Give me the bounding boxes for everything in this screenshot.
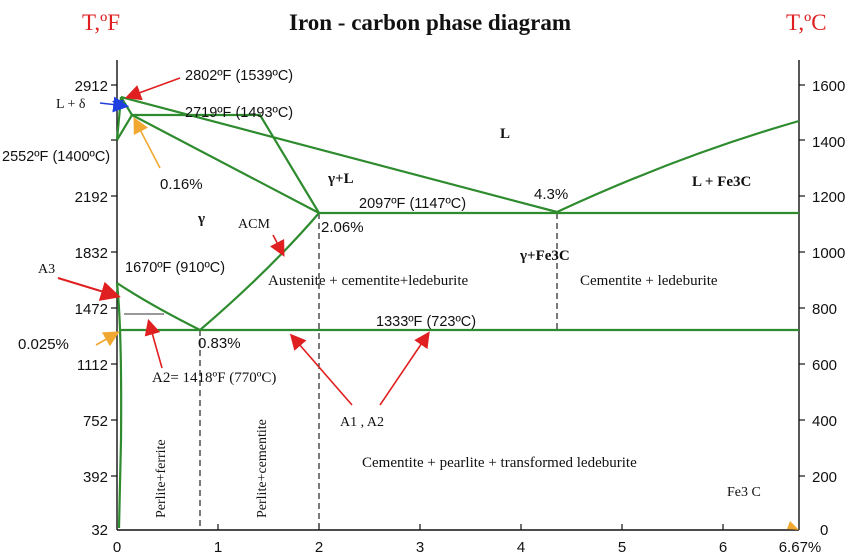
label-acm: ACM (238, 217, 270, 232)
arrow-l-delta (99, 96, 130, 113)
right-tick-labels: 1600 1400 1200 1000 800 600 400 200 0 (812, 78, 845, 539)
label-43: 4.3% (534, 186, 568, 203)
region-gamma-fe3c: γ+Fe3C (519, 248, 570, 264)
label-a3: A3 (38, 262, 55, 277)
left-tick: 2912 (75, 78, 108, 95)
right-tick: 200 (812, 469, 837, 486)
a3-line (116, 282, 201, 331)
right-tick-marks (799, 84, 805, 477)
left-tick: 2192 (75, 189, 108, 206)
right-tick: 0 (820, 522, 828, 539)
left-tick: 1472 (75, 301, 108, 318)
right-tick: 1200 (812, 189, 845, 206)
arrow-016 (133, 117, 161, 169)
acm-line (199, 212, 320, 331)
arrow-a1-right (379, 331, 430, 406)
left-tick-marks (111, 84, 117, 477)
label-016: 0.16% (160, 176, 203, 193)
point-markers (112, 100, 799, 530)
bottom-tick: 5 (618, 539, 626, 556)
label-206: 2.06% (321, 219, 364, 236)
arrow-acm (269, 234, 285, 257)
right-tick: 1000 (812, 245, 845, 262)
liquidus-right (556, 119, 800, 213)
left-axis-unit: T,ºF (82, 10, 120, 35)
bottom-tick: 6.67% (779, 539, 822, 556)
region-gamma-l: γ+L (327, 171, 354, 187)
dashed-guides (199, 213, 558, 528)
region-perlite-ferrite: Perlite+ferrite (154, 439, 169, 518)
bottom-tick: 2 (315, 539, 323, 556)
annotation-arrows (57, 77, 430, 406)
label-2802: 2802ºF (1539ºC) (185, 68, 293, 84)
fe3c-marker (787, 521, 799, 530)
label-1670: 1670ºF (910ºC) (125, 260, 225, 276)
label-1333: 1333ºF (723ºC) (376, 314, 476, 330)
solidus-line (131, 114, 320, 214)
region-l: L (500, 126, 510, 142)
l-delta-marker (112, 100, 124, 108)
left-tick: 1832 (75, 245, 108, 262)
delta-gamma-boundary (116, 114, 133, 141)
bottom-tick: 6 (719, 539, 727, 556)
right-tick: 1400 (812, 134, 845, 151)
left-tick: 32 (91, 522, 108, 539)
right-axis-unit: T,ºC (786, 10, 827, 35)
right-tick: 600 (812, 357, 837, 374)
label-a1-a2: A1 , A2 (340, 415, 384, 430)
region-l-fe3c: L + Fe3C (692, 174, 751, 190)
left-tick: 1112 (77, 357, 108, 374)
left-tick-labels: 2912 2192 1832 1472 1112 752 392 32 (75, 78, 108, 539)
right-tick: 1600 (812, 78, 845, 95)
bottom-tick: 1 (214, 539, 222, 556)
label-083: 0.83% (198, 335, 241, 352)
point-labels: 2802ºF (1539ºC) 2719ºF (1493ºC) 2552ºF (… (2, 68, 761, 500)
region-labels: L γ+L L + Fe3C γ γ+Fe3C Austenite + ceme… (154, 126, 751, 518)
bottom-tick: 0 (113, 539, 121, 556)
arrow-a3 (57, 277, 121, 301)
arrow-2802 (124, 77, 181, 101)
left-tick: 392 (83, 469, 108, 486)
label-a2: A2= 1418ºF (770ºC) (152, 370, 276, 386)
label-2097: 2097ºF (1147ºC) (359, 196, 466, 212)
region-austenite: Austenite + cementite+ledeburite (268, 273, 469, 289)
bottom-tick: 3 (416, 539, 424, 556)
left-tick: 752 (83, 413, 108, 430)
arrow-a2 (144, 318, 163, 369)
right-tick: 400 (812, 413, 837, 430)
label-0025: 0.025% (18, 336, 69, 353)
label-fe3c: Fe3 C (727, 485, 761, 500)
region-perlite-cementite: Perlite+cementite (255, 419, 270, 518)
label-l-delta: L + δ (56, 97, 86, 112)
bottom-tick-labels: 0 1 2 3 4 5 6 6.67% (113, 539, 821, 556)
bottom-tick: 4 (517, 539, 525, 556)
region-gamma: γ (197, 211, 205, 227)
bottom-tick-marks (217, 524, 724, 530)
liquidus-left (120, 95, 558, 214)
region-cementite-pearlite: Cementite + pearlite + transformed ledeb… (362, 455, 637, 471)
region-cementite-ledeburite: Cementite + ledeburite (580, 273, 718, 289)
diagram-title: Iron - carbon phase diagram (289, 10, 571, 35)
label-2719: 2719ºF (1493ºC) (185, 105, 293, 121)
label-2552: 2552ºF (1400ºC) (2, 149, 110, 165)
right-tick: 800 (812, 301, 837, 318)
arrow-0025 (95, 331, 120, 347)
arrow-a1-left (289, 333, 353, 406)
